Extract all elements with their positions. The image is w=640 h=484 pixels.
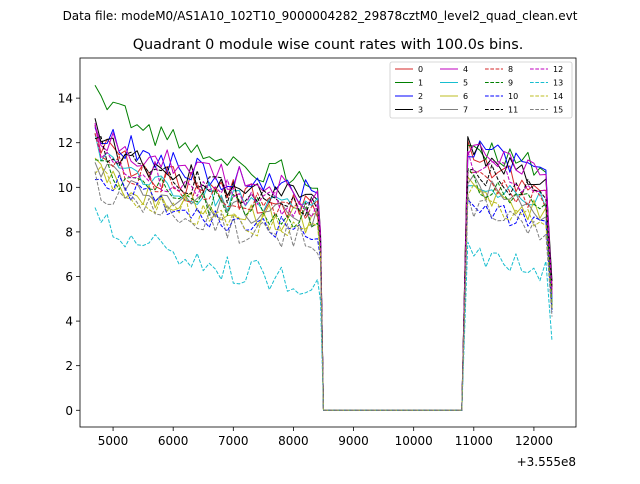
x-tick-label: 12000 <box>515 434 553 448</box>
legend-label-5: 5 <box>463 79 468 88</box>
x-tick-label: 9000 <box>338 434 369 448</box>
series-line-13 <box>94 207 553 411</box>
legend-frame <box>389 61 573 119</box>
legend-label-14: 14 <box>553 92 563 101</box>
x-tick-label: 10000 <box>395 434 433 448</box>
legend-label-13: 13 <box>553 79 563 88</box>
legend-label-4: 4 <box>463 65 468 74</box>
legend-label-15: 15 <box>553 106 563 115</box>
legend-label-9: 9 <box>508 79 513 88</box>
x-tick-label: 5000 <box>98 434 129 448</box>
legend-label-10: 10 <box>508 92 518 101</box>
y-tick-label: 0 <box>65 404 73 418</box>
legend-label-8: 8 <box>508 65 513 74</box>
series-line-14 <box>94 165 553 411</box>
chart-title: Quadrant 0 module wise count rates with … <box>133 37 524 53</box>
series-line-5 <box>94 133 553 411</box>
legend-label-11: 11 <box>508 106 518 115</box>
x-tick-label: 7000 <box>218 434 249 448</box>
legend-label-7: 7 <box>463 106 468 115</box>
plot-lines <box>94 84 553 411</box>
x-tick-label: 11000 <box>455 434 493 448</box>
legend-label-12: 12 <box>553 65 563 74</box>
y-tick-label: 10 <box>58 181 73 195</box>
legend-label-2: 2 <box>418 92 423 101</box>
series-line-1 <box>94 84 553 411</box>
y-tick-label: 2 <box>65 359 73 373</box>
suptitle: Data file: modeM0/AS1A10_102T10_90000042… <box>63 9 578 23</box>
series-line-3 <box>94 118 553 411</box>
axes-frame <box>79 57 577 428</box>
legend-label-6: 6 <box>463 92 468 101</box>
legend-label-1: 1 <box>418 79 423 88</box>
legend-label-3: 3 <box>418 106 423 115</box>
y-tick-label: 14 <box>58 92 73 106</box>
series-line-12 <box>94 122 553 411</box>
series-line-7 <box>94 162 553 411</box>
x-tick-label: 8000 <box>278 434 309 448</box>
legend-label-0: 0 <box>418 65 423 74</box>
series-line-11 <box>94 136 553 411</box>
x-axis-offset-label: +3.555e8 <box>517 455 576 469</box>
series-line-4 <box>94 124 553 411</box>
y-axis-ticks: 0 2 4 6 8 10 12 14 <box>58 92 80 418</box>
y-tick-label: 6 <box>65 270 73 284</box>
series-line-15 <box>94 171 553 411</box>
y-tick-label: 12 <box>58 136 73 150</box>
series-line-10 <box>94 174 553 411</box>
x-tick-label: 6000 <box>158 434 189 448</box>
y-tick-label: 4 <box>65 315 73 329</box>
series-line-2 <box>94 127 553 411</box>
y-tick-label: 8 <box>65 225 73 239</box>
x-axis-ticks: 5000 6000 7000 8000 9000 10000 11000 12000 <box>98 427 553 448</box>
